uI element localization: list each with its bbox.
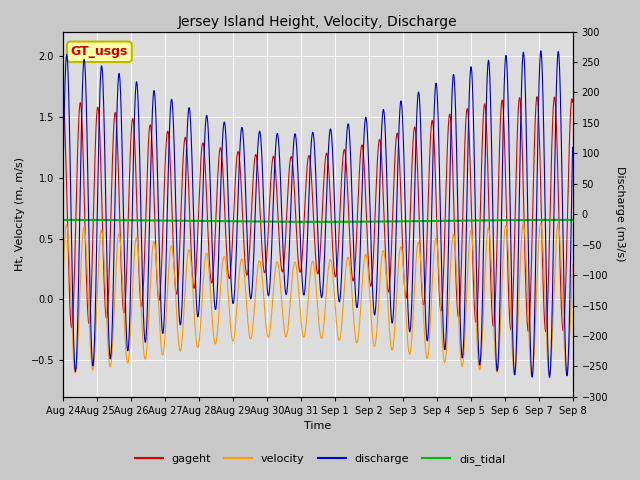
Text: GT_usgs: GT_usgs xyxy=(71,45,128,58)
Legend: gageht, velocity, discharge, dis_tidal: gageht, velocity, discharge, dis_tidal xyxy=(131,450,509,469)
Y-axis label: Ht, Velocity (m, m/s): Ht, Velocity (m, m/s) xyxy=(15,157,25,271)
Title: Jersey Island Height, Velocity, Discharge: Jersey Island Height, Velocity, Discharg… xyxy=(178,15,458,29)
X-axis label: Time: Time xyxy=(304,421,332,432)
Y-axis label: Discharge (m3/s): Discharge (m3/s) xyxy=(615,167,625,262)
